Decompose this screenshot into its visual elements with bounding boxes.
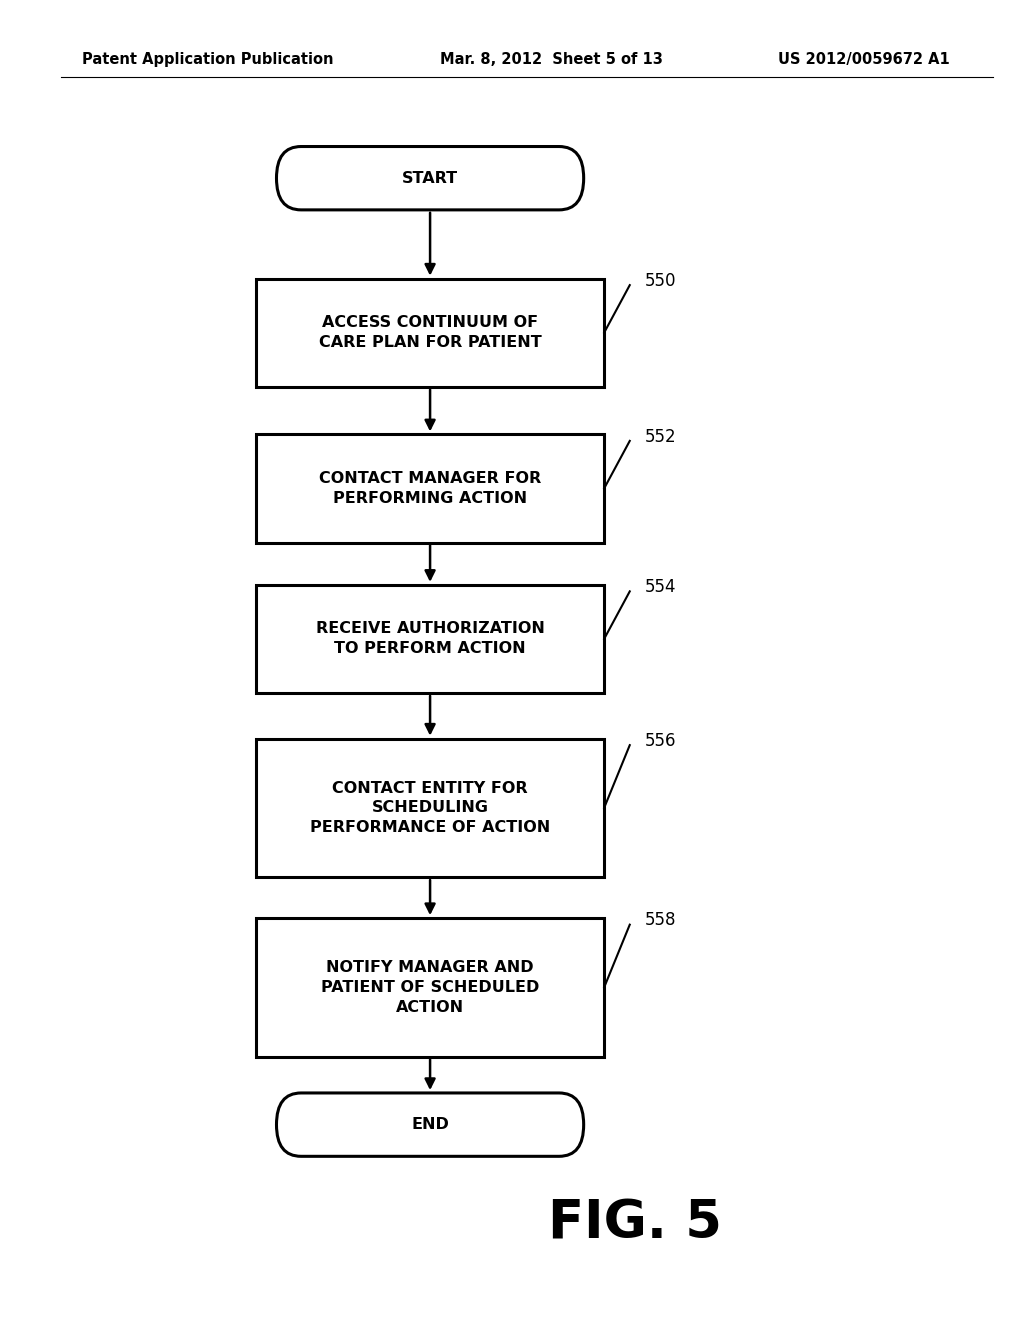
Text: CONTACT ENTITY FOR
SCHEDULING
PERFORMANCE OF ACTION: CONTACT ENTITY FOR SCHEDULING PERFORMANC… bbox=[310, 780, 550, 836]
Text: ACCESS CONTINUUM OF
CARE PLAN FOR PATIENT: ACCESS CONTINUUM OF CARE PLAN FOR PATIEN… bbox=[318, 315, 542, 350]
Text: NOTIFY MANAGER AND
PATIENT OF SCHEDULED
ACTION: NOTIFY MANAGER AND PATIENT OF SCHEDULED … bbox=[321, 960, 540, 1015]
Text: 558: 558 bbox=[645, 911, 677, 929]
FancyBboxPatch shape bbox=[256, 434, 604, 543]
Text: FIG. 5: FIG. 5 bbox=[548, 1197, 722, 1250]
FancyBboxPatch shape bbox=[256, 739, 604, 876]
FancyBboxPatch shape bbox=[256, 279, 604, 387]
Text: START: START bbox=[402, 170, 458, 186]
Text: 550: 550 bbox=[645, 272, 677, 290]
Text: 556: 556 bbox=[645, 731, 677, 750]
Text: RECEIVE AUTHORIZATION
TO PERFORM ACTION: RECEIVE AUTHORIZATION TO PERFORM ACTION bbox=[315, 622, 545, 656]
Text: Patent Application Publication: Patent Application Publication bbox=[82, 51, 334, 67]
Text: US 2012/0059672 A1: US 2012/0059672 A1 bbox=[778, 51, 950, 67]
Text: 552: 552 bbox=[645, 428, 677, 446]
Text: CONTACT MANAGER FOR
PERFORMING ACTION: CONTACT MANAGER FOR PERFORMING ACTION bbox=[318, 471, 542, 506]
Text: END: END bbox=[412, 1117, 449, 1133]
FancyBboxPatch shape bbox=[276, 1093, 584, 1156]
FancyBboxPatch shape bbox=[256, 585, 604, 693]
Text: Mar. 8, 2012  Sheet 5 of 13: Mar. 8, 2012 Sheet 5 of 13 bbox=[440, 51, 664, 67]
FancyBboxPatch shape bbox=[256, 919, 604, 1056]
Text: 554: 554 bbox=[645, 578, 677, 597]
FancyBboxPatch shape bbox=[276, 147, 584, 210]
